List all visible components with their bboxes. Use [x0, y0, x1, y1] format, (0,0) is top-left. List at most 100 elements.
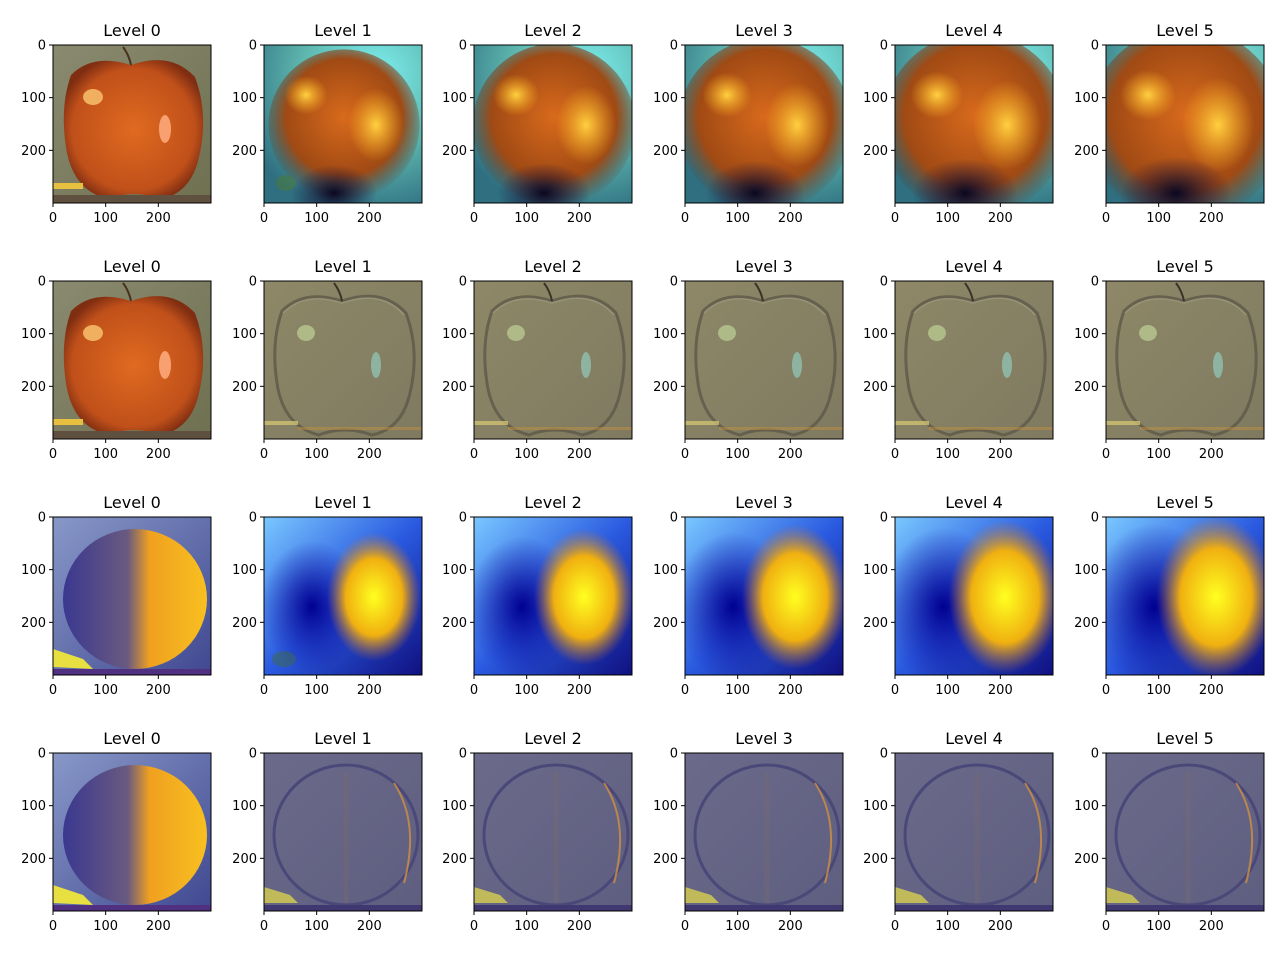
y-tick-label: 100 — [653, 91, 678, 106]
x-tick-label: 100 — [725, 447, 750, 462]
y-tick-label: 0 — [880, 39, 888, 54]
orange-gaussian-title-0: Level 0 — [103, 493, 161, 512]
y-tick-label: 0 — [670, 511, 678, 526]
orange-gaussian-title-2: Level 2 — [524, 493, 582, 512]
apple-gaussian-title-1: Level 1 — [314, 21, 372, 40]
apple-gaussian-title-5: Level 5 — [1156, 21, 1214, 40]
apple-laplacian-title-3: Level 3 — [735, 257, 793, 276]
orange-laplacian-title-4: Level 4 — [945, 729, 1003, 748]
apple-laplacian-image-3 — [685, 281, 843, 439]
x-tick-label: 100 — [304, 211, 329, 226]
apple-laplacian-title-4: Level 4 — [945, 257, 1003, 276]
apple-gaussian-image-4 — [895, 45, 1053, 203]
y-tick-label: 0 — [880, 747, 888, 762]
y-tick-label: 100 — [232, 327, 257, 342]
x-tick-label: 100 — [514, 447, 539, 462]
y-tick-label: 100 — [653, 563, 678, 578]
orange-laplacian-image-2 — [474, 753, 632, 911]
orange-gaussian-title-3: Level 3 — [735, 493, 793, 512]
orange-gaussian-frame-1 — [263, 516, 423, 676]
x-tick-label: 100 — [304, 683, 329, 698]
orange-laplacian-image-5 — [1106, 753, 1264, 911]
apple-laplacian-frame-4 — [894, 280, 1054, 440]
y-tick-label: 0 — [1091, 39, 1099, 54]
orange-laplacian-frame-5 — [1105, 752, 1265, 912]
orange-gaussian-image-0 — [53, 517, 211, 675]
apple-gaussian-frame-4 — [894, 44, 1054, 204]
apple-gaussian-image-3 — [685, 45, 843, 203]
y-tick-label: 100 — [1074, 799, 1099, 814]
x-tick-label: 100 — [304, 447, 329, 462]
orange-gaussian-panel-level-5: Level 5 0 100 200 0 100 200 — [1074, 493, 1265, 698]
orange-laplacian-title-5: Level 5 — [1156, 729, 1214, 748]
x-tick-label: 0 — [470, 919, 478, 934]
x-tick-label: 200 — [1199, 211, 1224, 226]
orange-gaussian-panel-level-0: Level 0 0 100 200 0 100 200 — [21, 493, 212, 698]
orange-gaussian-frame-2 — [473, 516, 633, 676]
x-tick-label: 200 — [988, 919, 1013, 934]
x-tick-label: 200 — [988, 211, 1013, 226]
apple-laplacian-title-1: Level 1 — [314, 257, 372, 276]
y-tick-label: 100 — [232, 563, 257, 578]
x-tick-label: 100 — [514, 919, 539, 934]
x-tick-label: 100 — [1146, 211, 1171, 226]
y-tick-label: 200 — [653, 852, 678, 867]
orange-laplacian-image-4 — [895, 753, 1053, 911]
x-tick-label: 200 — [1199, 683, 1224, 698]
y-tick-label: 200 — [21, 852, 46, 867]
apple-gaussian-panel-level-5: Level 5 0 100 200 0 100 200 — [1074, 21, 1265, 226]
x-tick-label: 100 — [935, 447, 960, 462]
y-tick-label: 100 — [863, 799, 888, 814]
apple-laplacian-panel-level-1: Level 1 0 100 200 0 100 200 — [232, 257, 423, 462]
x-tick-label: 100 — [93, 211, 118, 226]
orange-laplacian-title-3: Level 3 — [735, 729, 793, 748]
apple-gaussian-panel-level-4: Level 4 0 100 200 0 100 200 — [863, 21, 1054, 226]
y-tick-label: 0 — [38, 39, 46, 54]
y-tick-label: 200 — [863, 380, 888, 395]
apple-gaussian-frame-1 — [263, 44, 423, 204]
x-tick-label: 0 — [681, 447, 689, 462]
y-tick-label: 200 — [653, 380, 678, 395]
x-tick-label: 100 — [514, 211, 539, 226]
x-tick-label: 0 — [891, 447, 899, 462]
orange-laplacian-frame-0 — [52, 752, 212, 912]
x-tick-label: 0 — [49, 211, 57, 226]
x-tick-label: 0 — [470, 447, 478, 462]
x-tick-label: 0 — [1102, 919, 1110, 934]
orange-gaussian-panel-level-1: Level 1 0 100 200 0 100 200 — [232, 493, 423, 698]
x-tick-label: 200 — [988, 447, 1013, 462]
apple-gaussian-frame-3 — [684, 44, 844, 204]
apple-laplacian-frame-3 — [684, 280, 844, 440]
y-tick-label: 200 — [232, 380, 257, 395]
y-tick-label: 0 — [249, 275, 257, 290]
x-tick-label: 100 — [1146, 919, 1171, 934]
y-tick-label: 100 — [442, 327, 467, 342]
apple-laplacian-frame-2 — [473, 280, 633, 440]
orange-laplacian-panel-level-0: Level 0 0 100 200 0 100 200 — [21, 729, 212, 934]
x-tick-label: 0 — [260, 919, 268, 934]
y-tick-label: 0 — [38, 747, 46, 762]
y-tick-label: 0 — [1091, 511, 1099, 526]
x-tick-label: 100 — [725, 683, 750, 698]
y-tick-label: 100 — [863, 91, 888, 106]
orange-gaussian-image-5 — [1106, 517, 1264, 675]
y-tick-label: 200 — [863, 616, 888, 631]
y-tick-label: 100 — [1074, 91, 1099, 106]
orange-gaussian-panel-level-3: Level 3 0 100 200 0 100 200 — [653, 493, 844, 698]
x-tick-label: 0 — [260, 447, 268, 462]
x-tick-label: 200 — [567, 447, 592, 462]
apple-laplacian-panel-level-4: Level 4 0 100 200 0 100 200 — [863, 257, 1054, 462]
y-tick-label: 100 — [442, 799, 467, 814]
y-tick-label: 100 — [653, 799, 678, 814]
x-tick-label: 200 — [357, 683, 382, 698]
apple-gaussian-title-2: Level 2 — [524, 21, 582, 40]
y-tick-label: 0 — [38, 511, 46, 526]
x-tick-label: 200 — [357, 211, 382, 226]
x-tick-label: 200 — [778, 683, 803, 698]
y-tick-label: 100 — [1074, 327, 1099, 342]
y-tick-label: 100 — [21, 563, 46, 578]
x-tick-label: 200 — [567, 683, 592, 698]
x-tick-label: 0 — [470, 683, 478, 698]
x-tick-label: 200 — [778, 211, 803, 226]
